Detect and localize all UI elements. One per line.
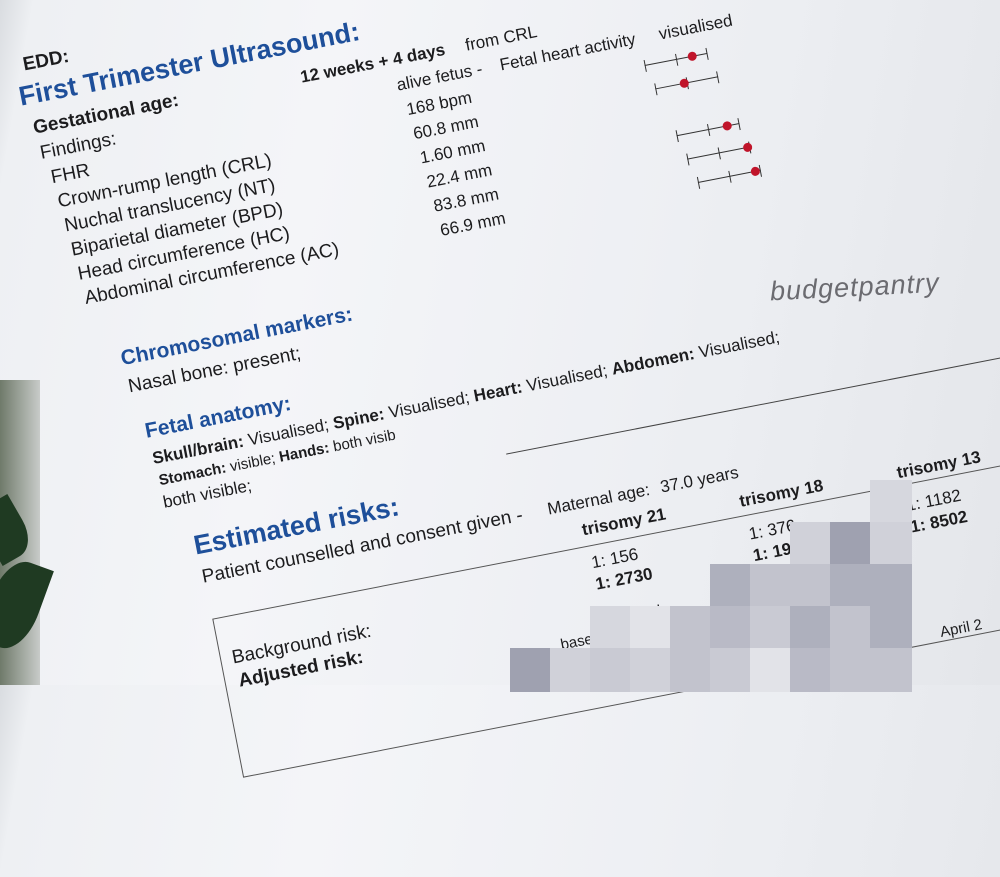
percentile-marker	[675, 118, 741, 143]
marker-tick	[696, 176, 701, 189]
mosaic-block	[830, 564, 872, 608]
marker-tick	[717, 147, 721, 160]
marker-tick	[675, 130, 679, 143]
mosaic-block	[790, 606, 832, 650]
percentile-dot	[686, 51, 698, 62]
report-page: EDD: First Trimester Ultrasound: Gestati…	[8, 0, 1000, 877]
marker-tick	[716, 71, 720, 84]
mosaic-block	[870, 648, 912, 692]
mosaic-block	[670, 648, 712, 692]
mosaic-block	[790, 648, 832, 692]
marker-tick	[686, 153, 690, 166]
mosaic-block	[710, 564, 752, 608]
mosaic-block	[670, 606, 712, 650]
percentile-dot	[722, 120, 733, 132]
marker-tick	[654, 83, 658, 96]
mosaic-block	[750, 606, 792, 650]
percentile-marker	[696, 164, 763, 189]
mosaic-block	[830, 606, 872, 650]
percentile-marker	[654, 71, 720, 96]
mosaic-block	[630, 648, 672, 692]
mosaic-block	[830, 648, 872, 692]
mosaic-block	[590, 606, 632, 650]
anatomy-key: Abdomen:	[609, 344, 697, 379]
mosaic-block	[590, 648, 632, 692]
mosaic-block	[870, 564, 912, 608]
maternal-age-value: 37.0 years	[658, 462, 741, 497]
percentile-marker	[686, 141, 753, 166]
percentile-dot	[742, 142, 753, 153]
anatomy-value: Visualised;	[697, 327, 782, 362]
marker-tick	[643, 59, 647, 72]
mosaic-block	[710, 648, 752, 692]
marker-tick	[728, 170, 732, 183]
mosaic-block	[790, 522, 832, 566]
fetal-heart-value: visualised	[657, 10, 735, 44]
anatomy-line: Skull/brain: Visualised; Spine: Visualis…	[151, 327, 782, 468]
mosaic-block	[750, 648, 792, 692]
percentile-marker	[643, 47, 709, 72]
mosaic-block	[830, 522, 872, 566]
mosaic-block	[870, 480, 912, 524]
measurement-label: FHR	[49, 160, 92, 189]
mosaic-block	[630, 606, 672, 650]
anatomy-value: Visualised;	[524, 360, 609, 396]
mosaic-block	[710, 606, 752, 650]
mosaic-block	[870, 522, 912, 566]
anatomy-value: visible;	[228, 449, 277, 476]
marker-tick	[675, 53, 679, 66]
mosaic-block	[550, 648, 592, 692]
mosaic-block	[510, 648, 552, 692]
marker-tick	[706, 124, 711, 136]
marker-tick	[737, 118, 741, 131]
anatomy-key: Heart:	[472, 377, 524, 406]
marker-tick	[705, 47, 709, 60]
mosaic-block	[870, 606, 912, 650]
mosaic-block	[790, 564, 832, 608]
edd-label: EDD:	[21, 45, 71, 76]
mosaic-block	[750, 564, 792, 608]
anatomy-value: Visualised;	[387, 387, 472, 423]
percentile-dot	[749, 166, 761, 177]
